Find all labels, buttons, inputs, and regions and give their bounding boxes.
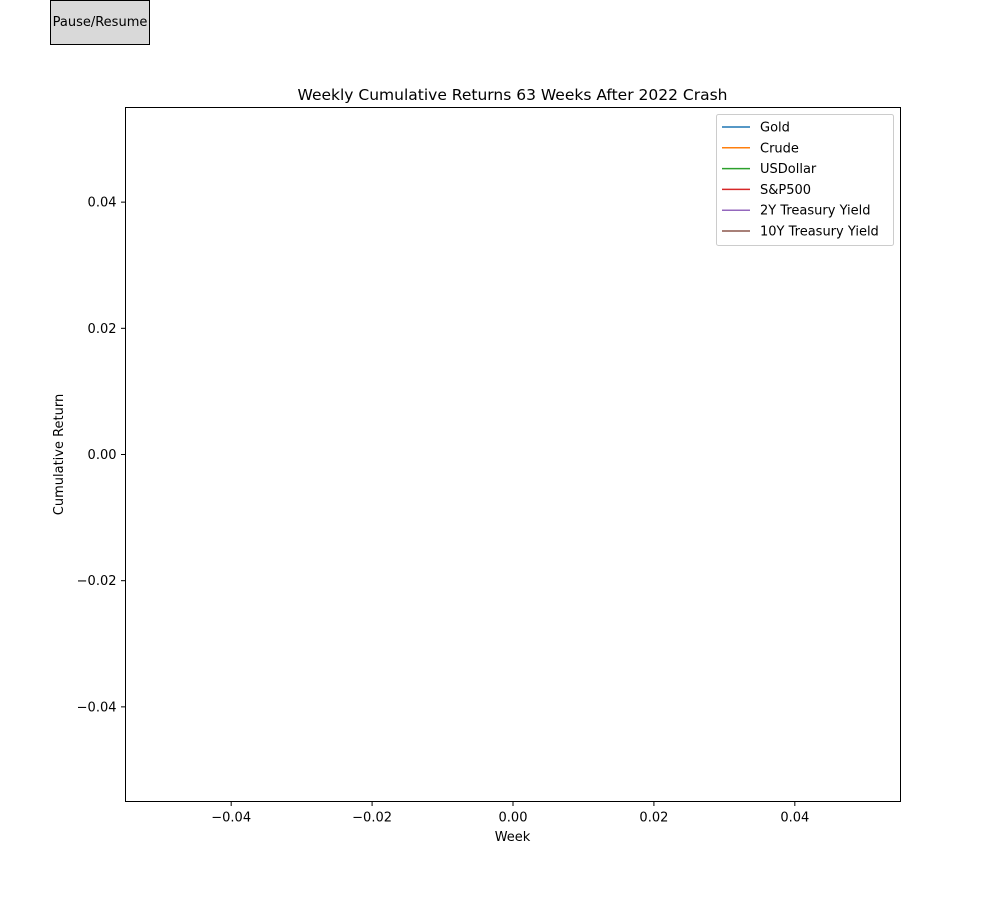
y-tick-label: 0.00 xyxy=(88,448,117,463)
legend-box xyxy=(716,114,894,246)
legend: Gold Crude USDollar S&P500 2Y Treasury Yield… xyxy=(716,114,894,246)
legend-label: USDollar xyxy=(760,162,817,177)
legend-label: Gold xyxy=(760,121,790,136)
x-tick-label: 0.04 xyxy=(780,811,809,826)
legend-label: Crude xyxy=(760,141,799,156)
legend-label: 2Y Treasury Yield xyxy=(760,204,871,219)
y-tick-label: −0.04 xyxy=(77,700,117,715)
y-axis-label: Cumulative Return xyxy=(52,394,67,515)
pause-resume-button[interactable]: Pause/Resume xyxy=(50,0,150,45)
x-tick-label: 0.02 xyxy=(639,811,668,826)
x-axis: −0.04 −0.02 0.00 0.02 0.04 xyxy=(211,801,809,826)
x-tick-label: −0.04 xyxy=(211,811,251,826)
x-tick-label: 0.00 xyxy=(499,811,528,826)
legend-label: S&P500 xyxy=(760,183,811,198)
plot-area xyxy=(125,107,901,802)
y-tick-label: 0.02 xyxy=(88,322,117,337)
y-axis: −0.04 −0.02 0.00 0.02 0.04 xyxy=(77,196,126,715)
chart-title: Weekly Cumulative Returns 63 Weeks After… xyxy=(298,86,728,104)
x-tick-label: −0.02 xyxy=(352,811,392,826)
legend-label: 10Y Treasury Yield xyxy=(760,225,879,240)
y-tick-label: 0.04 xyxy=(88,196,117,211)
x-axis-label: Week xyxy=(495,830,531,845)
y-tick-label: −0.02 xyxy=(77,574,117,589)
